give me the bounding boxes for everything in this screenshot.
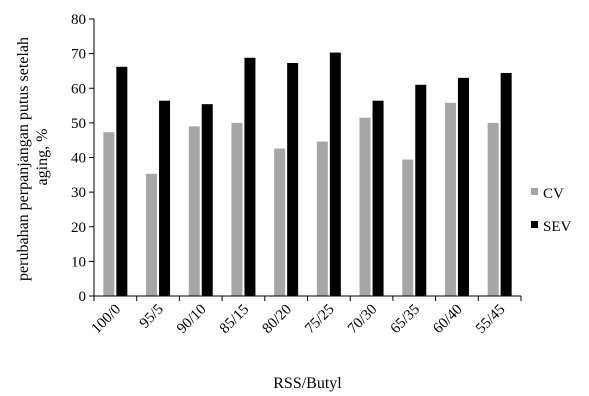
legend-label-sev: SEV xyxy=(543,219,572,235)
y-tick-label: 50 xyxy=(71,116,86,132)
bar-sev-75-25 xyxy=(329,52,341,297)
bar-cv-80-20 xyxy=(274,148,286,296)
bar-sev-100-0 xyxy=(116,66,128,296)
bar-cv-60-40 xyxy=(444,102,456,296)
x-tick-label: 60/40 xyxy=(430,302,465,337)
bar-cv-70-30 xyxy=(359,117,371,297)
bar-cv-65-35 xyxy=(402,159,414,296)
x-tick-label: 90/10 xyxy=(174,302,209,337)
bar-sev-65-35 xyxy=(415,84,427,296)
bar-sev-80-20 xyxy=(287,62,299,296)
bar-cv-75-25 xyxy=(316,141,328,296)
y-axis-title-line-2: aging, % xyxy=(34,129,51,186)
x-tick-label: 55/45 xyxy=(473,302,508,337)
y-tick-label: 40 xyxy=(71,151,86,167)
y-axis-title-line-1: perubahan perpanjangan putus setelah xyxy=(15,37,32,281)
y-axis-tick-labels: 0 10 20 30 40 50 60 70 80 xyxy=(71,12,86,305)
bars xyxy=(103,52,512,297)
legend: CV SEV xyxy=(531,186,572,235)
x-tick-label: 70/30 xyxy=(345,302,380,337)
x-tick-label: 100/0 xyxy=(89,302,124,337)
x-tick-label: 80/20 xyxy=(260,302,295,337)
bar-cv-90-10 xyxy=(188,126,200,297)
x-axis-title: RSS/Butyl xyxy=(273,375,342,392)
y-tick-label: 80 xyxy=(71,12,86,28)
legend-swatch-sev xyxy=(531,221,538,228)
y-tick-label: 60 xyxy=(71,81,86,97)
y-tick-label: 70 xyxy=(71,47,86,63)
bar-cv-55-45 xyxy=(487,122,499,296)
bar-sev-55-45 xyxy=(500,73,512,296)
bar-cv-85-15 xyxy=(231,122,243,296)
y-tick-label: 10 xyxy=(71,254,86,270)
legend-swatch-cv xyxy=(531,188,538,195)
legend-label-cv: CV xyxy=(543,186,564,202)
y-axis-ticks xyxy=(89,18,522,301)
bar-sev-70-30 xyxy=(372,100,384,296)
y-tick-label: 30 xyxy=(71,185,86,201)
x-axis-tick-labels: 100/0 95/5 90/10 85/15 80/20 75/25 70/30 65/35 6… xyxy=(89,302,509,337)
x-tick-label: 95/5 xyxy=(137,302,167,332)
bar-sev-95-5 xyxy=(159,100,171,296)
bar-sev-85-15 xyxy=(244,57,256,296)
bar-cv-95-5 xyxy=(146,173,158,296)
x-tick-label: 85/15 xyxy=(217,302,252,337)
y-axis-title: perubahan perpanjangan putus setelah agi… xyxy=(15,33,51,281)
x-tick-label: 65/35 xyxy=(388,302,423,337)
y-tick-label: 20 xyxy=(71,220,86,236)
x-tick-label: 75/25 xyxy=(302,302,337,337)
y-tick-label: 0 xyxy=(79,289,87,305)
bar-sev-90-10 xyxy=(201,104,213,297)
bar-cv-100-0 xyxy=(103,132,115,296)
bar-sev-60-40 xyxy=(457,77,469,296)
